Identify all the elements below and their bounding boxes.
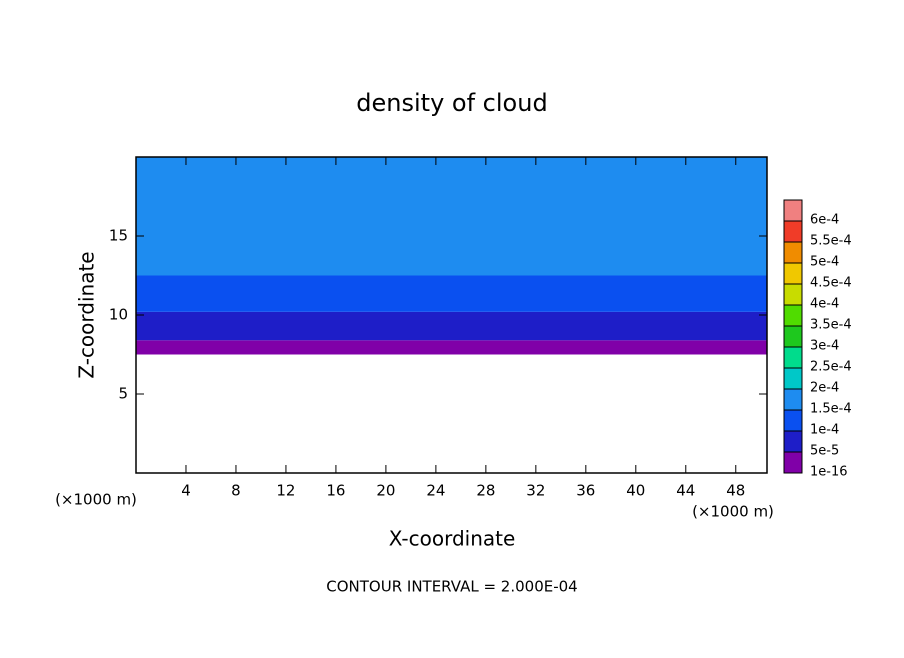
colorbar-box [783,199,803,222]
colorbar-box [783,451,803,474]
contour-band [136,157,767,276]
colorbar-label: 4e-4 [810,297,839,312]
x-tick-label: 40 [626,482,645,500]
x-tick-label: 8 [231,482,241,500]
contour-band [136,311,767,341]
colorbar-box [783,283,803,306]
colorbar-label: 6e-4 [810,213,839,228]
colorbar-box [783,388,803,411]
x-tick-label: 12 [276,482,295,500]
colorbar-label: 4.5e-4 [810,276,852,291]
colorbar-label: 2.5e-4 [810,360,852,375]
x-tick-label: 32 [526,482,545,500]
colorbar-box [783,262,803,285]
colorbar-box [783,241,803,264]
colorbar-label: 1e-4 [810,423,839,438]
x-unit: (×1000 m) [692,503,774,521]
x-tick-label: 28 [476,482,495,500]
colorbar-box [783,430,803,453]
colorbar-box [783,346,803,369]
colorbar-label: 5e-5 [810,444,839,459]
x-axis-label: X-coordinate [389,527,516,551]
colorbar-box [783,325,803,348]
colorbar-box [783,367,803,390]
colorbar-label: 1.5e-4 [810,402,852,417]
contour-band [136,275,767,312]
y-tick-label: 5 [118,385,128,403]
y-tick-label: 10 [109,306,128,324]
x-tick-label: 36 [576,482,595,500]
colorbar-box [783,220,803,243]
colorbar-box [783,304,803,327]
annotation: CONTOUR INTERVAL = 2.000E-04 [326,578,577,596]
x-tick-label: 44 [676,482,695,500]
colorbar-label: 2e-4 [810,381,839,396]
colorbar-label: 3e-4 [810,339,839,354]
x-tick-label: 16 [326,482,345,500]
y-axis-label: Z-coordinate [75,251,99,378]
colorbar-label: 3.5e-4 [810,318,852,333]
x-tick-label: 4 [181,482,191,500]
x-tick-label: 48 [726,482,745,500]
colorbar-label: 5.5e-4 [810,234,852,249]
x-tick-label: 24 [426,482,445,500]
colorbar-label: 5e-4 [810,255,839,270]
chart-title: density of cloud [356,89,547,117]
colorbar-box [783,409,803,432]
x-unit: (×1000 m) [55,491,137,509]
y-tick-label: 15 [109,227,128,245]
x-tick-label: 20 [376,482,395,500]
colorbar-label: 1e-16 [810,465,848,480]
contour-band [136,340,767,355]
